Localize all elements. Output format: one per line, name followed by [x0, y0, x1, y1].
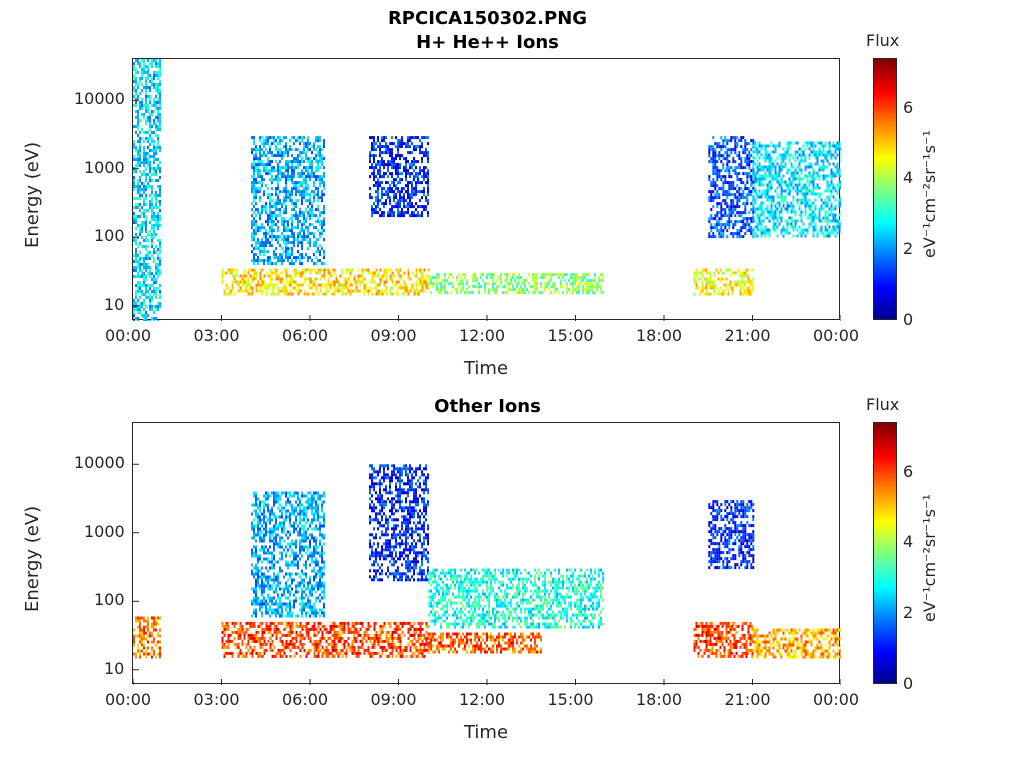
x-tick-label: 03:00: [193, 326, 240, 345]
x-tick-label: 18:00: [636, 690, 683, 709]
panel-title-other-ions: Other Ions: [434, 396, 541, 417]
colorbar-tick-label: 6: [903, 97, 914, 117]
flux-region-5: [693, 268, 754, 296]
x-tick-label: 00:00: [105, 690, 152, 709]
flux-region-5: [428, 568, 604, 629]
colorbar-tick-label: 2: [903, 239, 914, 259]
y-tick-label: 100: [94, 226, 125, 246]
flux-region-7: [752, 141, 841, 238]
flux-region-2: [251, 136, 325, 266]
y-tick-label: 10000: [74, 89, 125, 109]
colorbar-title-panel1: Flux: [866, 31, 900, 50]
figure-title: RPCICA150302.PNG: [387, 8, 588, 29]
x-tick-label: 06:00: [282, 326, 329, 345]
x-tick-label: 03:00: [193, 690, 240, 709]
x-tick-label: 21:00: [724, 326, 771, 345]
colorbar-tick-label: 0: [903, 310, 914, 329]
x-tick-label: 12:00: [459, 690, 506, 709]
spectrogram-h-ions: [132, 58, 841, 321]
x-tick-label: 12:00: [459, 326, 506, 345]
y-tick-label: 100: [94, 590, 125, 610]
y-tick-label: 10000: [74, 453, 125, 473]
flux-region-2: [251, 491, 325, 618]
colorbar-tick-label: 0: [903, 674, 914, 693]
x-tick-label: 00:00: [813, 690, 860, 709]
x-tick-label: 15:00: [547, 690, 594, 709]
flux-region-7: [708, 500, 755, 570]
flux-region-1: [221, 621, 430, 658]
flux-region-4: [428, 273, 604, 295]
x-tick-label: 00:00: [813, 326, 860, 345]
colorbar-tick-label: 6: [903, 461, 914, 481]
x-tick-label: 15:00: [547, 326, 594, 345]
flux-region-6: [693, 621, 754, 658]
x-tick-label: 18:00: [636, 326, 683, 345]
x-tick-label: 00:00: [105, 326, 152, 345]
flux-region-3: [369, 464, 429, 582]
flux-region-3: [369, 136, 429, 218]
colorbar-panel1: [873, 58, 897, 320]
flux-region-8: [752, 628, 841, 659]
flux-region-6: [708, 136, 755, 239]
panel-title-h-ions: H+ He++ Ions: [416, 32, 559, 53]
x-tick-label: 09:00: [370, 690, 417, 709]
colorbar-tick-label: 4: [903, 168, 914, 188]
xlabel-panel2: Time: [463, 722, 509, 743]
colorbar-tick-label: 4: [903, 532, 914, 552]
x-tick-label: 09:00: [370, 326, 417, 345]
y-tick-label: 1000: [84, 157, 125, 177]
flux-region-0: [133, 616, 161, 659]
y-tick-label: 1000: [84, 521, 125, 541]
y-tick-label: 10: [104, 658, 125, 678]
colorbar-title-panel2: Flux: [866, 395, 900, 414]
spectrogram-canvas: [133, 59, 841, 321]
spectrogram-canvas: [133, 463, 841, 685]
y-tick-label: 10: [104, 294, 125, 314]
xlabel-panel1: Time: [463, 358, 509, 379]
colorbar-tick-label: 2: [903, 603, 914, 623]
x-tick-label: 06:00: [282, 690, 329, 709]
flux-region-4: [428, 632, 542, 654]
flux-region-1: [221, 268, 430, 296]
colorbar-panel2: [873, 422, 897, 684]
x-tick-label: 21:00: [724, 690, 771, 709]
spectrogram-other-ions: [132, 422, 841, 685]
flux-region-0: [133, 59, 161, 321]
